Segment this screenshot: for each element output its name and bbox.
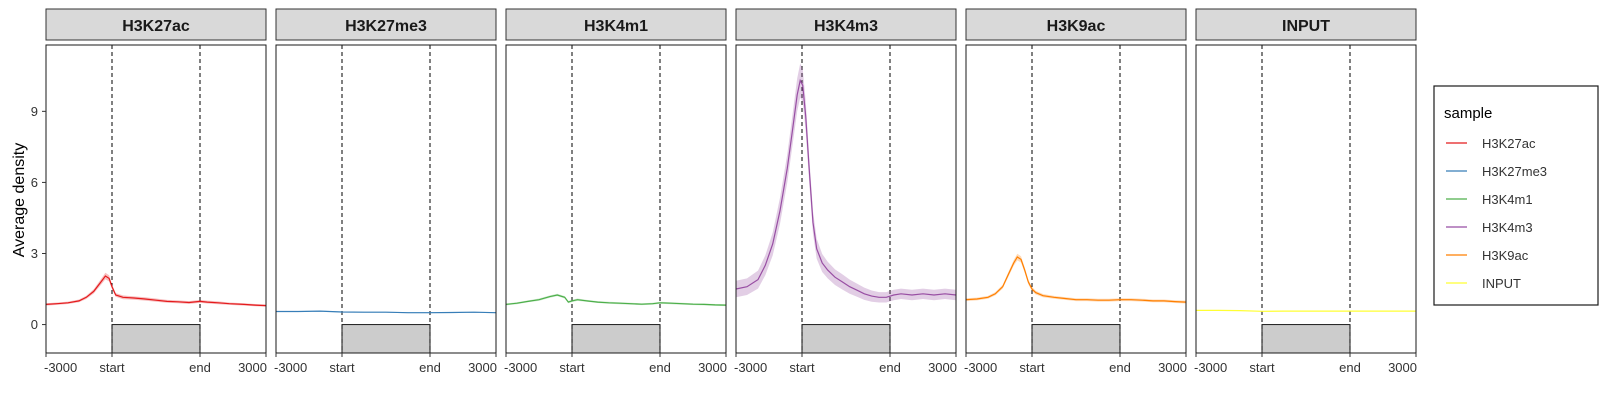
- legend-label-h3k4m3: H3K4m3: [1482, 220, 1533, 235]
- x-tick-label: end: [879, 360, 901, 375]
- panel-background: [276, 45, 496, 353]
- panel-border: [275, 44, 497, 354]
- region-marker-box: [1031, 324, 1121, 354]
- x-tick-label: -3000: [504, 360, 537, 375]
- facet-panel-h3k4m1: H3K4m1 -3000 start end 3000: [504, 8, 727, 375]
- region-marker-box: [341, 324, 431, 354]
- panel-border: [1195, 44, 1417, 354]
- x-tick-label: 3000: [468, 360, 497, 375]
- legend-label-input: INPUT: [1482, 276, 1521, 291]
- facet-panels: H3K27ac -3000 start end 3000 0 3 6 9 H3K27me3 -300…: [31, 8, 1417, 375]
- panel-border: [505, 44, 727, 354]
- series-line-h3k4m1: [505, 294, 727, 306]
- legend-box: [1433, 85, 1599, 306]
- legend-label-h3k4m1: H3K4m1: [1482, 192, 1533, 207]
- facet-panel-h3k9ac: H3K9ac -3000 start end 3000: [964, 8, 1187, 375]
- panel-border: [45, 44, 267, 354]
- strip-background: [275, 8, 497, 41]
- x-tick-label: end: [1339, 360, 1361, 375]
- strip-background: [505, 8, 727, 41]
- x-tick-label: 3000: [698, 360, 727, 375]
- facet-panel-h3k27me3: H3K27me3 -3000 start end 3000: [274, 8, 497, 375]
- series-line-h3k9ac: [965, 256, 1187, 303]
- facet-panel-h3k27ac: H3K27ac -3000 start end 3000 0 3 6 9: [31, 8, 267, 375]
- legend-title: sample: [1444, 105, 1492, 122]
- panel-background: [736, 45, 956, 353]
- strip-label: H3K4m1: [584, 18, 648, 35]
- legend-label-h3k9ac: H3K9ac: [1482, 248, 1529, 263]
- panel-background: [46, 45, 266, 353]
- series-line-h3k27me3: [276, 310, 497, 314]
- panel-border: [965, 44, 1187, 354]
- x-tick-label: start: [99, 360, 125, 375]
- x-tick-label: -3000: [44, 360, 77, 375]
- y-tick-label: 6: [31, 175, 38, 190]
- y-tick-label: 9: [31, 104, 38, 119]
- panel-background: [966, 45, 1186, 353]
- strip-label: H3K27ac: [122, 18, 190, 35]
- region-marker-box: [801, 324, 891, 354]
- series-line-input: [1196, 309, 1416, 312]
- legend: sample H3K27ac H3K27me3 H3K4m1 H3K4m3 H3K9ac I…: [1433, 85, 1599, 306]
- legend-label-h3k27ac: H3K27ac: [1482, 136, 1536, 151]
- x-tick-label: 3000: [1388, 360, 1417, 375]
- x-tick-label: start: [1019, 360, 1045, 375]
- x-tick-label: end: [419, 360, 441, 375]
- strip-label: H3K9ac: [1047, 18, 1106, 35]
- strip-label: INPUT: [1282, 18, 1330, 35]
- x-tick-label: start: [329, 360, 355, 375]
- y-axis-title: Average density: [11, 143, 28, 257]
- region-marker-box: [571, 324, 661, 354]
- x-tick-label: end: [189, 360, 211, 375]
- x-tick-label: start: [559, 360, 585, 375]
- strip-label: H3K27me3: [345, 18, 427, 35]
- panel-border: [735, 44, 957, 354]
- x-tick-label: -3000: [274, 360, 307, 375]
- series-line-h3k27ac: [45, 275, 267, 307]
- legend-label-h3k27me3: H3K27me3: [1482, 164, 1547, 179]
- x-tick-label: -3000: [964, 360, 997, 375]
- strip-background: [1195, 8, 1417, 41]
- panel-background: [1196, 45, 1416, 353]
- strip-background: [45, 8, 267, 41]
- strip-label: H3K4m3: [814, 18, 878, 35]
- x-tick-label: -3000: [734, 360, 767, 375]
- region-marker-box: [1261, 324, 1351, 354]
- x-tick-label: 3000: [1158, 360, 1187, 375]
- series-line-h3k4m3: [735, 78, 957, 298]
- x-tick-label: start: [1249, 360, 1275, 375]
- strip-background: [965, 8, 1187, 41]
- x-tick-label: 3000: [238, 360, 267, 375]
- panel-background: [506, 45, 726, 353]
- x-tick-label: 3000: [928, 360, 957, 375]
- facet-panel-input: INPUT -3000 start end 3000: [1194, 8, 1417, 375]
- x-tick-label: start: [789, 360, 815, 375]
- x-tick-label: end: [1109, 360, 1131, 375]
- region-marker-box: [111, 324, 201, 354]
- x-tick-label: end: [649, 360, 671, 375]
- x-tick-label: -3000: [1194, 360, 1227, 375]
- series-band-h3k9ac: [966, 253, 1186, 304]
- y-tick-label: 0: [31, 317, 38, 332]
- strip-background: [735, 8, 957, 41]
- facet-panel-h3k4m3: H3K4m3 -3000 start end 3000: [734, 8, 957, 375]
- y-tick-label: 3: [31, 246, 38, 261]
